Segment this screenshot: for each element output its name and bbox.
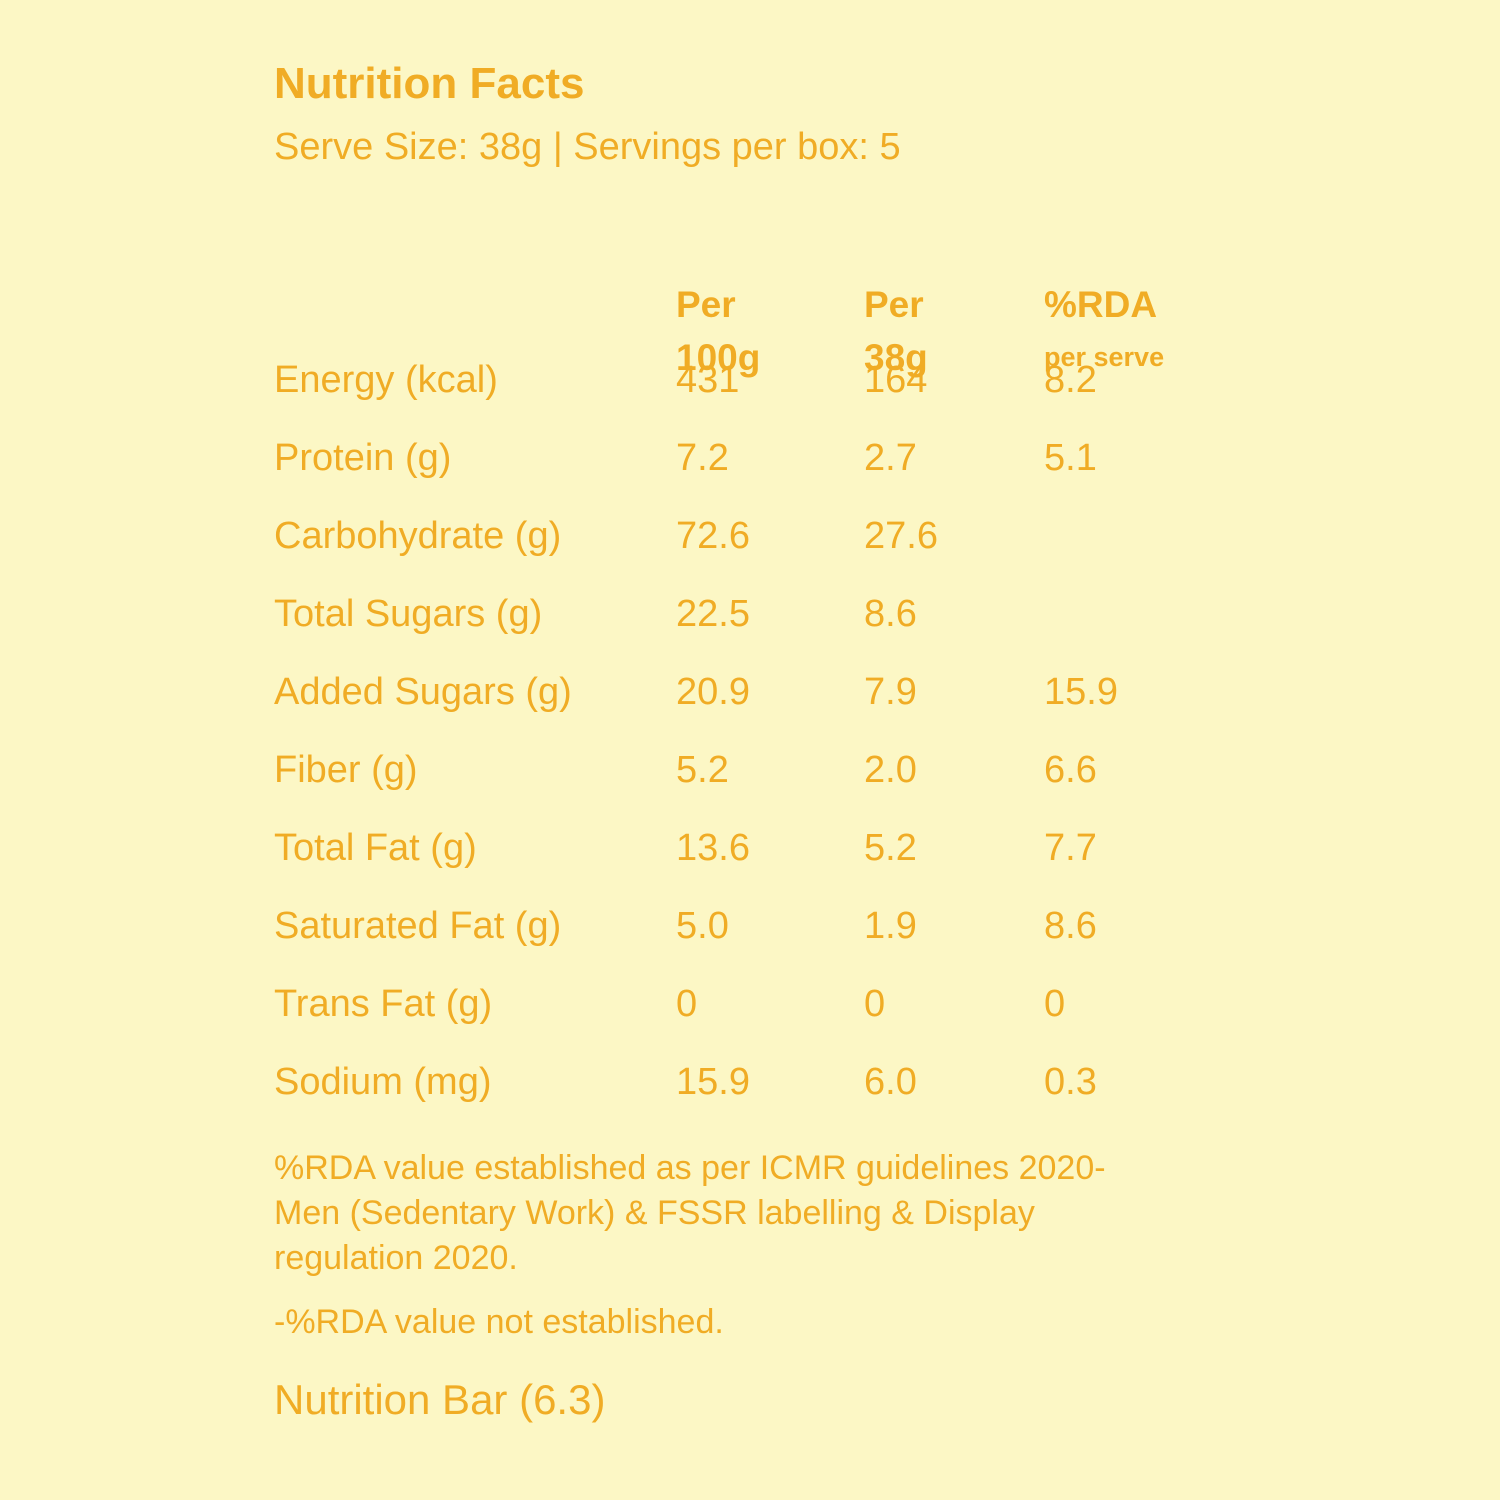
value-per-serve: 2.7 — [864, 437, 917, 479]
value-rda: 6.6 — [1044, 749, 1097, 791]
column-header-line: Per — [676, 284, 736, 325]
value-per-100g: 22.5 — [676, 593, 750, 635]
column-header-line: 38g — [864, 337, 928, 378]
nutrient-name: Fiber (g) — [274, 749, 418, 791]
value-per-100g: 5.0 — [676, 905, 729, 947]
value-rda: 0 — [1044, 983, 1066, 1025]
value-rda: 5.1 — [1044, 437, 1097, 479]
rda-source-note: %RDA value established as per ICMR guide… — [274, 1149, 1106, 1277]
value-rda: 7.7 — [1044, 827, 1097, 869]
value-per-serve: 8.6 — [864, 593, 917, 635]
column-header-per-serve: Per 38g — [864, 278, 928, 384]
nutrient-name: Energy (kcal) — [274, 359, 498, 401]
column-header-rda: %RDA per serve — [1044, 278, 1164, 384]
rda-not-established-note: -%RDA value not established. — [274, 1303, 724, 1341]
value-per-serve: 7.9 — [864, 671, 917, 713]
product-name: Nutrition Bar (6.3) — [274, 1376, 606, 1423]
column-header-line: 100g — [676, 337, 761, 378]
value-per-100g: 5.2 — [676, 749, 729, 791]
page-title: Nutrition Facts — [274, 59, 585, 108]
nutrient-name: Saturated Fat (g) — [274, 905, 562, 947]
column-header-per-100g: Per 100g — [676, 278, 760, 384]
nutrition-facts-panel: Nutrition Facts Serve Size: 38g | Servin… — [274, 58, 1274, 1423]
value-rda: 8.2 — [1044, 359, 1097, 401]
value-per-serve: 5.2 — [864, 827, 917, 869]
value-per-100g: 13.6 — [676, 827, 750, 869]
nutrient-name: Total Fat (g) — [274, 827, 477, 869]
nutrient-name: Sodium (mg) — [274, 1061, 492, 1103]
value-per-serve: 27.6 — [864, 515, 938, 557]
column-header-line: %RDA — [1044, 284, 1158, 325]
nutrient-name: Carbohydrate (g) — [274, 515, 562, 557]
nutrient-name: Trans Fat (g) — [274, 983, 493, 1025]
value-per-100g: 431 — [676, 359, 740, 401]
value-per-100g: 0 — [676, 983, 698, 1025]
nutrient-name: Added Sugars (g) — [274, 671, 572, 713]
value-per-serve: 2.0 — [864, 749, 917, 791]
nutrient-name: Protein (g) — [274, 437, 452, 479]
value-per-100g: 72.6 — [676, 515, 750, 557]
value-rda: 0.3 — [1044, 1061, 1097, 1103]
value-per-100g: 15.9 — [676, 1061, 750, 1103]
value-per-serve: 0 — [864, 983, 886, 1025]
value-per-100g: 20.9 — [676, 671, 750, 713]
value-per-serve: 6.0 — [864, 1061, 917, 1103]
column-header-line: Per — [864, 284, 924, 325]
value-rda: 15.9 — [1044, 671, 1118, 713]
column-header-subline: per serve — [1044, 342, 1165, 372]
value-per-serve: 164 — [864, 359, 928, 401]
value-per-serve: 1.9 — [864, 905, 917, 947]
value-rda: 8.6 — [1044, 905, 1097, 947]
value-per-100g: 7.2 — [676, 437, 729, 479]
nutrient-name: Total Sugars (g) — [274, 593, 543, 635]
serving-info: Serve Size: 38g | Servings per box: 5 — [274, 126, 901, 168]
